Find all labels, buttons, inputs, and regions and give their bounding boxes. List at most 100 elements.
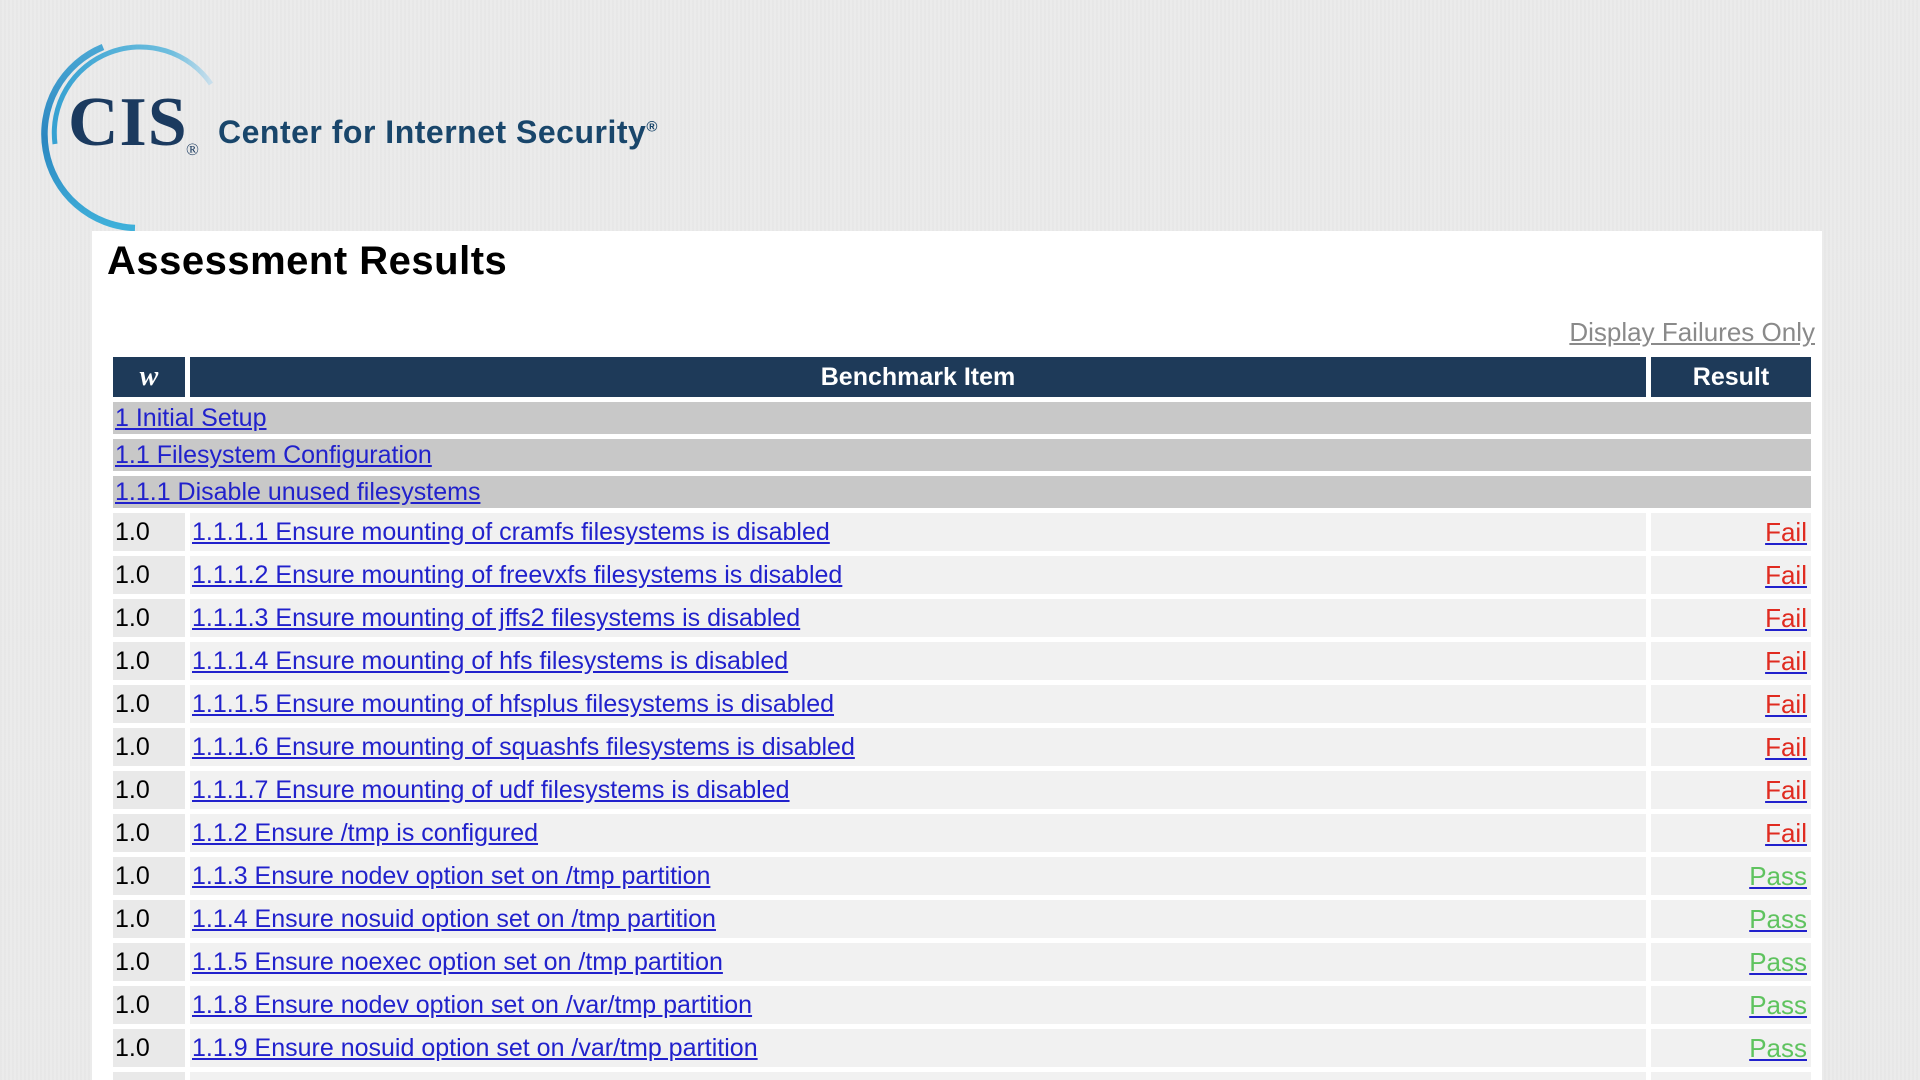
result-status-badge: Fail	[1765, 559, 1807, 590]
benchmark-item-link[interactable]: 1.1.4 Ensure nosuid option set on /tmp p…	[192, 904, 716, 933]
section-row: 1 Initial Setup	[113, 402, 1811, 434]
table-row: 1.0 1.1.3 Ensure nodev option set on /tmp…	[113, 857, 1811, 895]
benchmark-item-cell: 1.1.2 Ensure /tmp is configured	[190, 814, 1646, 852]
table-row	[113, 1072, 1811, 1080]
result-status-badge: Pass	[1749, 989, 1807, 1020]
logo-inner-arc	[41, 43, 136, 232]
result-link[interactable]: Pass	[1749, 904, 1807, 934]
benchmark-item-cell: 1.1.1.5 Ensure mounting of hfsplus files…	[190, 685, 1646, 723]
weight-value: 1.0	[113, 814, 185, 852]
section-row: 1.1 Filesystem Configuration	[113, 439, 1811, 471]
benchmark-item-cell: 1.1.1.2 Ensure mounting of freevxfs file…	[190, 556, 1646, 594]
benchmark-item-link[interactable]: 1.1.1.4 Ensure mounting of hfs filesyste…	[192, 646, 789, 675]
result-status-badge: Fail	[1765, 602, 1807, 633]
result-link[interactable]: Pass	[1749, 990, 1807, 1020]
result-link[interactable]: Pass	[1749, 1033, 1807, 1063]
benchmark-item-cell: 1.1.1.4 Ensure mounting of hfs filesyste…	[190, 642, 1646, 680]
benchmark-item-link[interactable]: 1.1.8 Ensure nodev option set on /var/tm…	[192, 990, 753, 1019]
weight-column-header: w	[113, 357, 185, 397]
result-link[interactable]: Fail	[1765, 689, 1807, 719]
benchmark-item-link[interactable]: 1.1.1.5 Ensure mounting of hfsplus files…	[192, 689, 835, 718]
result-link[interactable]: Fail	[1765, 818, 1807, 848]
benchmark-item-link[interactable]: 1.1.1.3 Ensure mounting of jffs2 filesys…	[192, 603, 801, 632]
benchmark-item-cell: 1.1.3 Ensure nodev option set on /tmp pa…	[190, 857, 1646, 895]
weight-value: 1.0	[113, 599, 185, 637]
section-cell: 1 Initial Setup	[113, 402, 1811, 434]
result-status-badge: Fail	[1765, 817, 1807, 848]
section-link[interactable]: 1 Initial Setup	[115, 403, 267, 432]
result-cell	[1651, 1072, 1811, 1080]
weight-value: 1.0	[113, 728, 185, 766]
benchmark-item-cell: 1.1.5 Ensure noexec option set on /tmp p…	[190, 943, 1646, 981]
result-status-badge: Pass	[1749, 1032, 1807, 1063]
result-link[interactable]: Fail	[1765, 603, 1807, 633]
section-link[interactable]: 1.1.1 Disable unused filesystems	[115, 477, 481, 506]
result-cell: Pass	[1651, 1029, 1811, 1067]
result-status-badge: Fail	[1765, 645, 1807, 676]
result-cell: Pass	[1651, 857, 1811, 895]
brand-text: Center for Internet Security	[218, 114, 647, 150]
result-link[interactable]: Pass	[1749, 861, 1807, 891]
benchmark-item-cell: 1.1.1.1 Ensure mounting of cramfs filesy…	[190, 513, 1646, 551]
weight-value: 1.0	[113, 986, 185, 1024]
benchmark-item-cell: 1.1.9 Ensure nosuid option set on /var/t…	[190, 1029, 1646, 1067]
table-row: 1.0 1.1.2 Ensure /tmp is configured Fail	[113, 814, 1811, 852]
table-row: 1.0 1.1.8 Ensure nodev option set on /var…	[113, 986, 1811, 1024]
brand-name: Center for Internet Security®	[218, 114, 658, 151]
result-status-badge: Pass	[1749, 860, 1807, 891]
logo-outer-arc	[51, 44, 214, 145]
result-link[interactable]: Pass	[1749, 947, 1807, 977]
report-panel: Assessment Results Display Failures Only…	[92, 231, 1822, 1080]
benchmark-item-link[interactable]: 1.1.1.1 Ensure mounting of cramfs filesy…	[192, 517, 830, 546]
weight-value: 1.0	[113, 1029, 185, 1067]
result-link[interactable]: Fail	[1765, 517, 1807, 547]
results-table-body: 1 Initial Setup 1.1 Filesystem Configurat…	[113, 402, 1811, 1080]
section-cell: 1.1 Filesystem Configuration	[113, 439, 1811, 471]
weight-value: 1.0	[113, 556, 185, 594]
result-cell: Fail	[1651, 728, 1811, 766]
table-row: 1.0 1.1.1.1 Ensure mounting of cramfs fil…	[113, 513, 1811, 551]
section-row: 1.1.1 Disable unused filesystems	[113, 476, 1811, 508]
table-row: 1.0 1.1.1.6 Ensure mounting of squashfs f…	[113, 728, 1811, 766]
result-link[interactable]: Fail	[1765, 775, 1807, 805]
table-row: 1.0 1.1.4 Ensure nosuid option set on /tm…	[113, 900, 1811, 938]
table-row: 1.0 1.1.1.7 Ensure mounting of udf filesy…	[113, 771, 1811, 809]
result-cell: Pass	[1651, 986, 1811, 1024]
benchmark-item-link[interactable]: 1.1.2 Ensure /tmp is configured	[192, 818, 539, 847]
table-row: 1.0 1.1.1.5 Ensure mounting of hfsplus fi…	[113, 685, 1811, 723]
table-row: 1.0 1.1.1.3 Ensure mounting of jffs2 file…	[113, 599, 1811, 637]
result-status-badge: Fail	[1765, 731, 1807, 762]
table-row: 1.0 1.1.1.4 Ensure mounting of hfs filesy…	[113, 642, 1811, 680]
assessment-results-table: w Benchmark Item Result 1 Initial Setup 1…	[108, 352, 1816, 1080]
table-row: 1.0 1.1.9 Ensure nosuid option set on /va…	[113, 1029, 1811, 1067]
weight-value: 1.0	[113, 642, 185, 680]
benchmark-item-link[interactable]: 1.1.3 Ensure nodev option set on /tmp pa…	[192, 861, 711, 890]
benchmark-item-link[interactable]: 1.1.1.2 Ensure mounting of freevxfs file…	[192, 560, 843, 589]
benchmark-item-link[interactable]: 1.1.5 Ensure noexec option set on /tmp p…	[192, 947, 723, 976]
weight-value: 1.0	[113, 771, 185, 809]
result-cell: Fail	[1651, 814, 1811, 852]
display-failures-only-link[interactable]: Display Failures Only	[1569, 317, 1815, 347]
result-link[interactable]: Fail	[1765, 560, 1807, 590]
table-row: 1.0 1.1.5 Ensure noexec option set on /tm…	[113, 943, 1811, 981]
benchmark-item-cell: 1.1.1.7 Ensure mounting of udf filesyste…	[190, 771, 1646, 809]
result-cell: Fail	[1651, 599, 1811, 637]
benchmark-item-cell: 1.1.8 Ensure nodev option set on /var/tm…	[190, 986, 1646, 1024]
benchmark-item-column-header: Benchmark Item	[190, 357, 1646, 397]
benchmark-item-cell	[190, 1072, 1646, 1080]
benchmark-item-link[interactable]: 1.1.1.6 Ensure mounting of squashfs file…	[192, 732, 855, 761]
result-cell: Fail	[1651, 556, 1811, 594]
benchmark-item-link[interactable]: 1.1.1.7 Ensure mounting of udf filesyste…	[192, 775, 790, 804]
page-title: Assessment Results	[107, 239, 508, 283]
weight-value: 1.0	[113, 857, 185, 895]
cis-logo-arcs	[41, 43, 214, 232]
result-cell: Pass	[1651, 943, 1811, 981]
result-status-badge: Fail	[1765, 774, 1807, 805]
benchmark-item-link[interactable]: 1.1.9 Ensure nosuid option set on /var/t…	[192, 1033, 758, 1062]
result-link[interactable]: Fail	[1765, 732, 1807, 762]
result-cell: Fail	[1651, 771, 1811, 809]
benchmark-item-cell: 1.1.1.6 Ensure mounting of squashfs file…	[190, 728, 1646, 766]
table-row: 1.0 1.1.1.2 Ensure mounting of freevxfs f…	[113, 556, 1811, 594]
section-link[interactable]: 1.1 Filesystem Configuration	[115, 440, 432, 469]
result-link[interactable]: Fail	[1765, 646, 1807, 676]
